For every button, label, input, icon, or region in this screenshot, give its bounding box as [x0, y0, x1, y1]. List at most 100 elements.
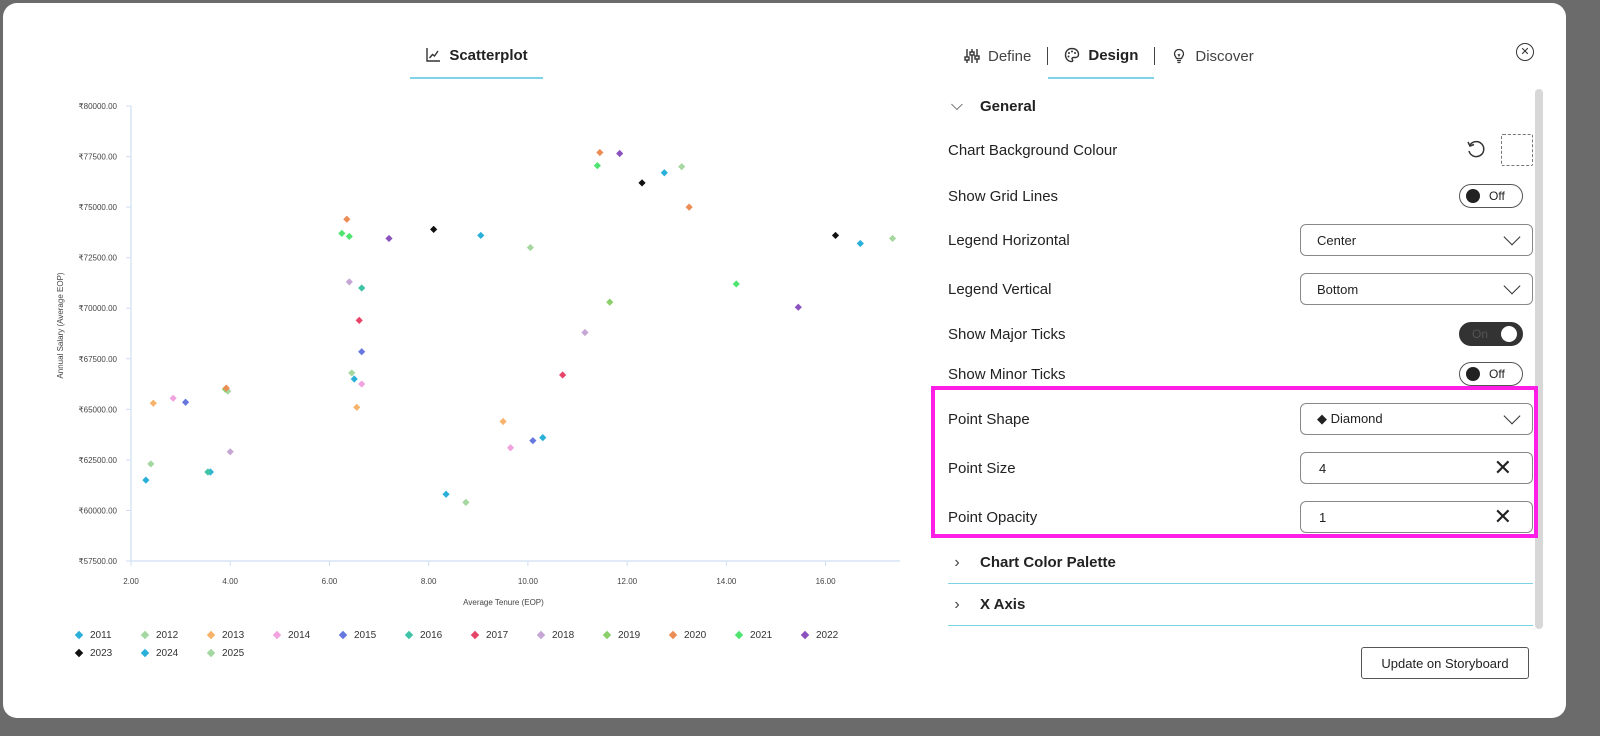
close-button[interactable]: ✕ — [1516, 43, 1534, 61]
update-storyboard-button[interactable]: Update on Storyboard — [1361, 647, 1529, 679]
background-color-swatch[interactable] — [1501, 134, 1533, 166]
data-point — [462, 498, 470, 506]
legend-label: 2022 — [816, 629, 839, 641]
legend-vertical-label: Legend Vertical — [948, 280, 1052, 298]
legend-label: 2025 — [222, 647, 245, 659]
data-point — [888, 234, 897, 243]
legend-item[interactable]: 2018 — [535, 629, 601, 641]
y-tick-label: ₹80000.00 — [79, 102, 118, 111]
chart-background-label: Chart Background Colour — [948, 141, 1118, 159]
point-shape-label: Point Shape — [948, 410, 1030, 428]
point-size-input[interactable]: 4 ✕ — [1300, 452, 1533, 484]
x-tick-label: 8.00 — [421, 577, 437, 586]
data-point — [358, 380, 366, 388]
y-tick-label: ₹62500.00 — [79, 456, 118, 465]
tab-divider — [1154, 47, 1156, 65]
legend-item[interactable]: 2016 — [403, 629, 469, 641]
tab-define[interactable]: Define — [948, 33, 1047, 79]
legend-marker — [140, 648, 150, 658]
legend-marker — [206, 630, 216, 640]
legend-label: 2020 — [684, 629, 707, 641]
clear-icon[interactable]: ✕ — [1493, 504, 1512, 529]
chevron-down-icon — [1503, 277, 1521, 295]
legend-marker — [74, 630, 84, 640]
y-tick-label: ₹72500.00 — [79, 254, 118, 263]
legend-item[interactable]: 2025 — [205, 647, 271, 659]
section-general-header[interactable]: ⌵ General — [948, 85, 1533, 127]
point-shape-value: ◆ Diamond — [1317, 411, 1383, 426]
legend-item[interactable]: 2021 — [733, 629, 799, 641]
section-xaxis-header[interactable]: › X Axis — [948, 584, 1533, 626]
chevron-right-icon: › — [954, 595, 960, 613]
legend-label: 2023 — [90, 647, 113, 659]
close-icon: ✕ — [1520, 45, 1530, 58]
data-point — [147, 460, 155, 468]
legend-horizontal-label: Legend Horizontal — [948, 231, 1070, 249]
data-point — [442, 490, 450, 498]
tab-scatterplot[interactable]: Scatterplot — [410, 33, 543, 79]
point-opacity-label: Point Opacity — [948, 508, 1038, 526]
tab-design[interactable]: Design — [1048, 33, 1155, 79]
legend-marker — [536, 630, 546, 640]
legend-label: 2019 — [618, 629, 641, 641]
legend-marker — [404, 630, 414, 640]
legend-label: 2018 — [552, 629, 575, 641]
legend-label: 2011 — [90, 629, 112, 641]
reset-icon[interactable] — [1465, 139, 1487, 161]
data-point — [142, 476, 150, 484]
legend-horizontal-select[interactable]: Center — [1300, 224, 1533, 256]
clear-icon[interactable]: ✕ — [1493, 455, 1512, 480]
chevron-right-icon: › — [954, 553, 960, 571]
data-point — [345, 232, 353, 241]
data-point — [559, 371, 567, 379]
data-point — [149, 399, 157, 407]
y-tick-label: ₹57500.00 — [79, 557, 118, 566]
major-ticks-toggle[interactable]: On — [1459, 322, 1523, 346]
data-point — [169, 394, 177, 402]
section-palette-header[interactable]: › Chart Color Palette — [948, 542, 1533, 584]
tab-discover[interactable]: Discover — [1155, 33, 1269, 79]
palette-icon — [1065, 47, 1080, 63]
panel-scrollbar[interactable] — [1535, 89, 1543, 629]
legend-item[interactable]: 2023 — [73, 647, 139, 659]
legend-marker — [206, 648, 216, 658]
section-general-label: General — [980, 97, 1036, 115]
legend-label: 2021 — [750, 629, 773, 641]
legend-item[interactable]: 2024 — [139, 647, 205, 659]
legend-marker — [74, 648, 84, 658]
legend-horizontal-value: Center — [1317, 232, 1357, 248]
row-chart-background: Chart Background Colour — [948, 130, 1533, 170]
minor-ticks-toggle[interactable]: Off — [1459, 362, 1523, 386]
legend-item[interactable]: 2011 — [73, 629, 139, 641]
legend-vertical-select[interactable]: Bottom — [1300, 273, 1533, 305]
legend-item[interactable]: 2012 — [139, 629, 205, 641]
point-shape-select[interactable]: ◆ Diamond — [1300, 403, 1533, 435]
legend-item[interactable]: 2020 — [667, 629, 733, 641]
legend-item[interactable]: 2015 — [337, 629, 403, 641]
data-point — [204, 468, 212, 476]
toggle-state: Off — [1489, 189, 1505, 203]
legend-marker — [470, 630, 480, 640]
legend-item[interactable]: 2022 — [799, 629, 865, 641]
chevron-down-icon: ⌵ — [950, 97, 964, 114]
data-point — [539, 434, 547, 442]
legend-item[interactable]: 2017 — [469, 629, 535, 641]
legend-item[interactable]: 2014 — [271, 629, 337, 641]
data-point — [526, 243, 534, 252]
x-tick-label: 6.00 — [322, 577, 338, 586]
data-point — [794, 303, 802, 311]
toggle-state: On — [1472, 327, 1489, 341]
y-tick-label: ₹60000.00 — [79, 506, 118, 515]
grid-lines-toggle[interactable]: Off — [1459, 184, 1523, 208]
minor-ticks-label: Show Minor Ticks — [948, 365, 1066, 383]
point-opacity-input[interactable]: 1 ✕ — [1300, 501, 1533, 533]
legend-item[interactable]: 2019 — [601, 629, 667, 641]
tab-scatterplot-label: Scatterplot — [449, 46, 528, 64]
chevron-down-icon — [1503, 407, 1521, 425]
major-ticks-label: Show Major Ticks — [948, 325, 1066, 343]
legend-marker — [140, 630, 150, 640]
chevron-down-icon — [1503, 228, 1521, 246]
y-tick-label: ₹77500.00 — [79, 153, 118, 162]
row-legend-horizontal: Legend Horizontal Center — [948, 220, 1533, 260]
legend-item[interactable]: 2013 — [205, 629, 271, 641]
